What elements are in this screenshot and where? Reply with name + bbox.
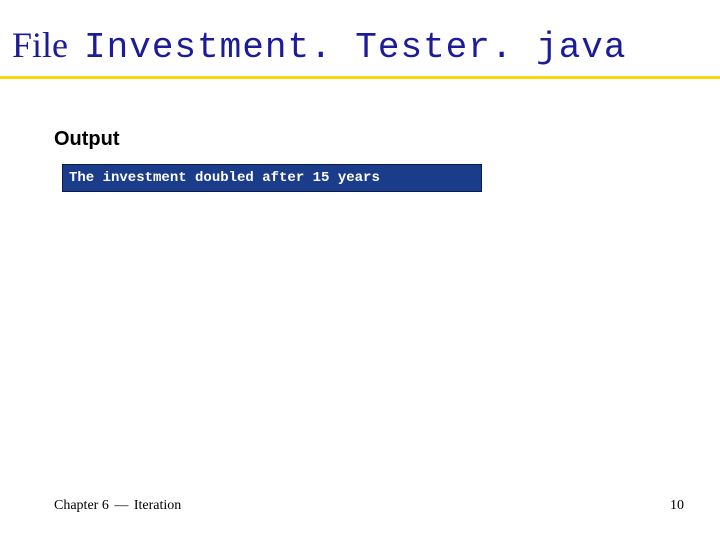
title-underline [0, 76, 720, 79]
footer-chapter: Chapter 6 — Iteration [54, 498, 181, 514]
title-filename: Investment. Tester. java [84, 27, 626, 68]
output-heading: Output [54, 128, 120, 151]
title-word: File [12, 24, 68, 66]
footer-separator: — [112, 498, 130, 513]
output-text: The investment doubled after 15 years [69, 170, 380, 186]
output-box: The investment doubled after 15 years [62, 164, 482, 192]
slide-title: File Investment. Tester. java [12, 24, 708, 68]
slide: File Investment. Tester. java Output The… [0, 0, 720, 540]
footer-page-number: 10 [670, 498, 684, 514]
footer: Chapter 6 — Iteration 10 [54, 498, 684, 514]
footer-chapter-label: Chapter 6 [54, 498, 109, 513]
footer-topic: Iteration [134, 498, 181, 513]
